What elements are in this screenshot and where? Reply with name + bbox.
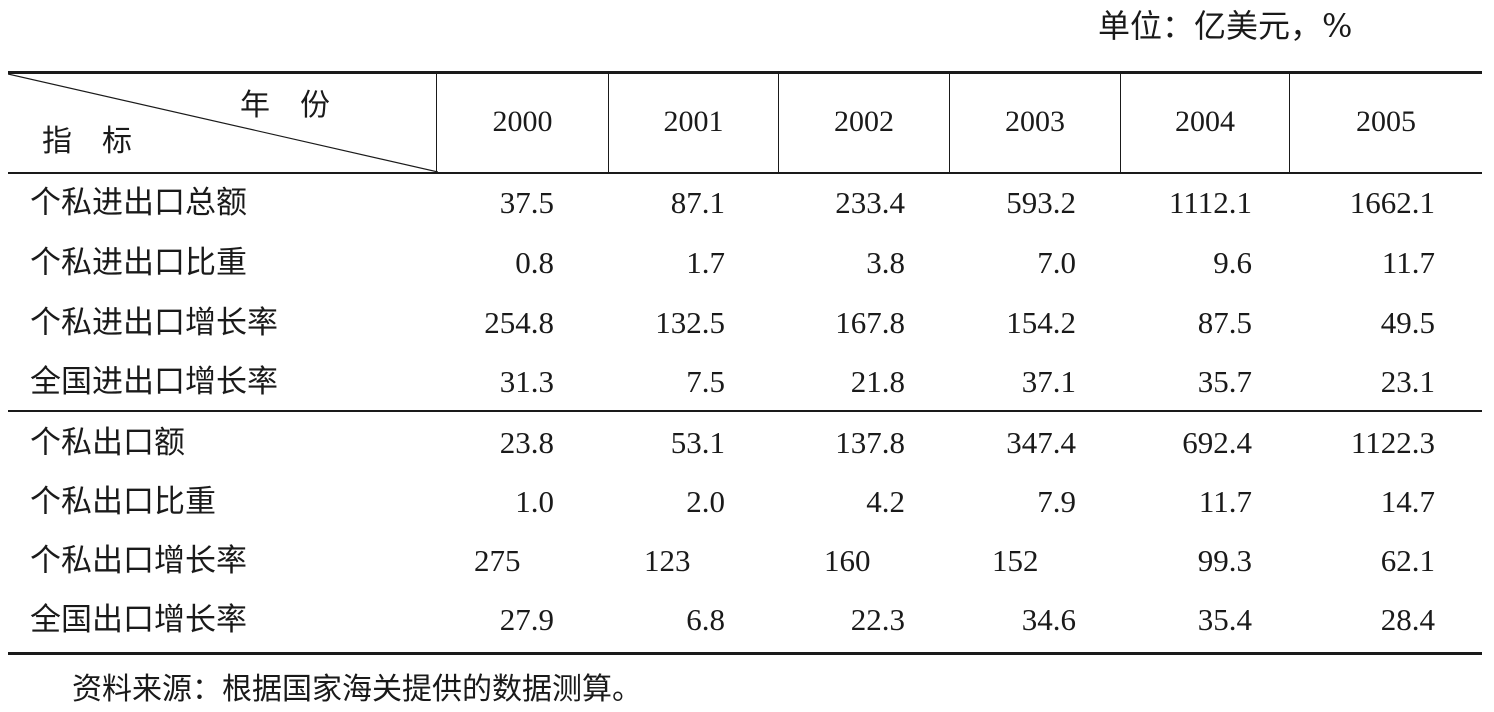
table-cell: 53.1 <box>670 425 725 460</box>
row-label: 个私进出口比重 <box>30 245 247 281</box>
row-label: 全国出口增长率 <box>30 602 247 638</box>
table-cell: 23.1 <box>1380 364 1435 399</box>
table-cell: 1.0 <box>515 484 554 519</box>
table-cell: 233.4 <box>835 185 905 220</box>
table-cell: 692.4 <box>1182 425 1252 460</box>
table-cell: 9.6 <box>1213 245 1252 280</box>
table-cell: 62.1 <box>1380 543 1435 578</box>
row-label: 全国进出口增长率 <box>30 364 278 400</box>
table-cell: 7.0 <box>1037 245 1076 280</box>
row-label: 个私进出口总额 <box>30 185 247 221</box>
data-table: 年 份 指 标 2000 2001 2002 2003 2004 2005 个私… <box>8 71 1482 655</box>
table-cell: 137.8 <box>835 425 905 460</box>
table-cell: 7.9 <box>1037 484 1076 519</box>
row-label: 个私出口增长率 <box>30 543 247 579</box>
table-cell: 99.3 <box>1197 543 1252 578</box>
table-cell: 152 <box>992 543 1039 578</box>
group-separator <box>8 410 1482 412</box>
column-divider <box>1289 74 1290 172</box>
column-divider <box>608 74 609 172</box>
year-header: 2002 <box>834 105 894 138</box>
table-cell: 49.5 <box>1380 305 1435 340</box>
table-cell: 1662.1 <box>1349 185 1435 220</box>
corner-label-year: 年 份 <box>240 88 330 123</box>
column-divider <box>778 74 779 172</box>
row-label: 个私进出口增长率 <box>30 305 278 341</box>
year-header: 2004 <box>1175 105 1235 138</box>
column-divider <box>949 74 950 172</box>
table-cell: 22.3 <box>850 602 905 637</box>
table-cell: 7.5 <box>686 364 725 399</box>
table-cell: 275 <box>474 543 521 578</box>
table-cell: 34.6 <box>1021 602 1076 637</box>
table-cell: 31.3 <box>499 364 554 399</box>
table-cell: 6.8 <box>686 602 725 637</box>
table-cell: 11.7 <box>1198 484 1252 519</box>
year-header: 2005 <box>1356 105 1416 138</box>
column-divider <box>1120 74 1121 172</box>
table-cell: 87.1 <box>670 185 725 220</box>
row-label: 个私出口额 <box>30 425 185 461</box>
corner-label-indicator: 指 标 <box>42 124 132 159</box>
year-header: 2001 <box>663 105 724 138</box>
table-cell: 1112.1 <box>1169 185 1252 220</box>
column-divider <box>436 74 437 172</box>
table-cell: 35.4 <box>1197 602 1252 637</box>
table-cell: 37.5 <box>499 185 554 220</box>
unit-note: 单位：亿美元，% <box>1098 7 1353 45</box>
source-note: 资料来源：根据国家海关提供的数据测算。 <box>72 672 642 707</box>
table-cell: 11.7 <box>1381 245 1435 280</box>
table-cell: 347.4 <box>1006 425 1076 460</box>
table-cell: 593.2 <box>1006 185 1076 220</box>
row-label: 个私出口比重 <box>30 484 216 520</box>
table-cell: 123 <box>644 543 691 578</box>
table-cell: 1122.3 <box>1350 425 1435 460</box>
table-cell: 254.8 <box>484 305 554 340</box>
table-cell: 27.9 <box>499 602 554 637</box>
table-cell: 0.8 <box>515 245 554 280</box>
table-cell: 35.7 <box>1197 364 1252 399</box>
table-cell: 2.0 <box>686 484 725 519</box>
table-cell: 37.1 <box>1021 364 1076 399</box>
table-cell: 3.8 <box>866 245 905 280</box>
corner-diagonal <box>8 74 438 172</box>
table-cell: 160 <box>824 543 871 578</box>
year-header: 2000 <box>492 105 553 138</box>
table-cell: 154.2 <box>1006 305 1076 340</box>
table-cell: 87.5 <box>1197 305 1252 340</box>
table-cell: 132.5 <box>655 305 725 340</box>
table-cell: 4.2 <box>866 484 905 519</box>
table-cell: 1.7 <box>686 245 725 280</box>
year-header: 2003 <box>1005 105 1065 138</box>
table-cell: 21.8 <box>850 364 905 399</box>
table-cell: 167.8 <box>835 305 905 340</box>
table-cell: 23.8 <box>499 425 554 460</box>
table-cell: 14.7 <box>1380 484 1435 519</box>
table-header: 年 份 指 标 2000 2001 2002 2003 2004 2005 <box>8 74 1482 174</box>
table-cell: 28.4 <box>1380 602 1435 637</box>
